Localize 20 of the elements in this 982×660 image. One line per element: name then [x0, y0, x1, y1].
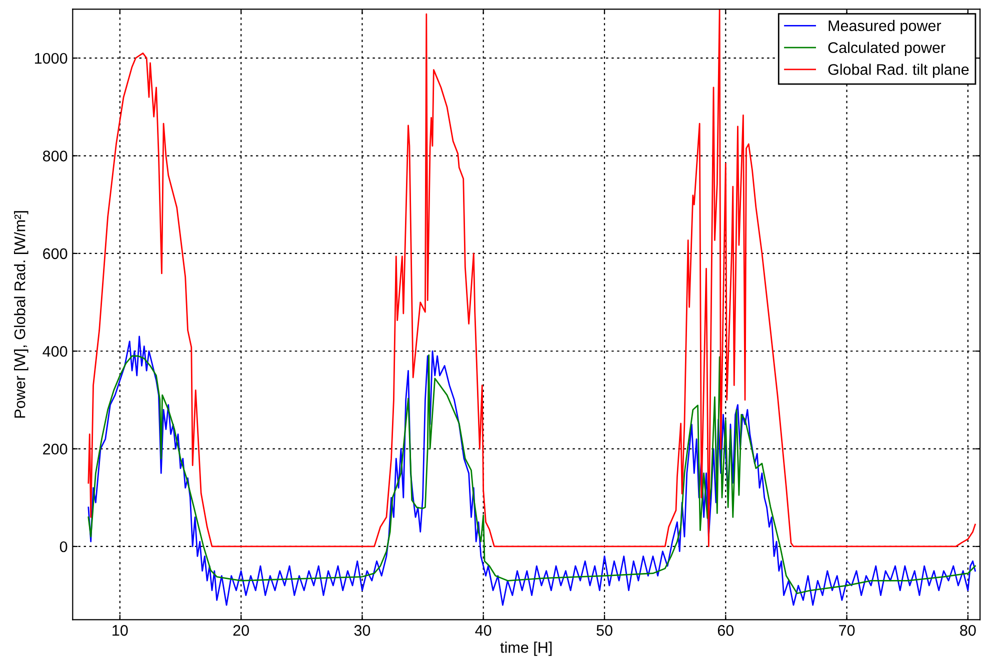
y-axis-title: Power [W], Global Rad. [W/m²] [14, 211, 28, 418]
line-series [88, 9, 976, 548]
legend-label: Measured power [828, 20, 942, 34]
x-tick-label: 50 [596, 625, 612, 636]
x-tick-label: 40 [475, 625, 492, 636]
x-tick-label: 80 [960, 625, 976, 636]
legend-label: Global Rad. tilt plane [828, 64, 969, 78]
x-tick-label: 70 [839, 625, 855, 636]
x-tick-label: 20 [233, 625, 249, 636]
x-tick-label: 60 [718, 625, 734, 636]
y-tick-label: 600 [43, 248, 68, 260]
y-tick-label: 200 [43, 444, 68, 454]
x-axis-title: time [H] [500, 642, 552, 656]
y-tick-label: 800 [42, 150, 68, 162]
y-tick-label: 400 [42, 346, 68, 357]
legend-label: Calculated power [828, 42, 946, 56]
x-tick-label: 30 [354, 625, 370, 636]
x-tick-label: 10 [112, 625, 128, 636]
y-tick-label: 0 [60, 541, 68, 552]
y-tick-label: 1000 [34, 52, 68, 64]
